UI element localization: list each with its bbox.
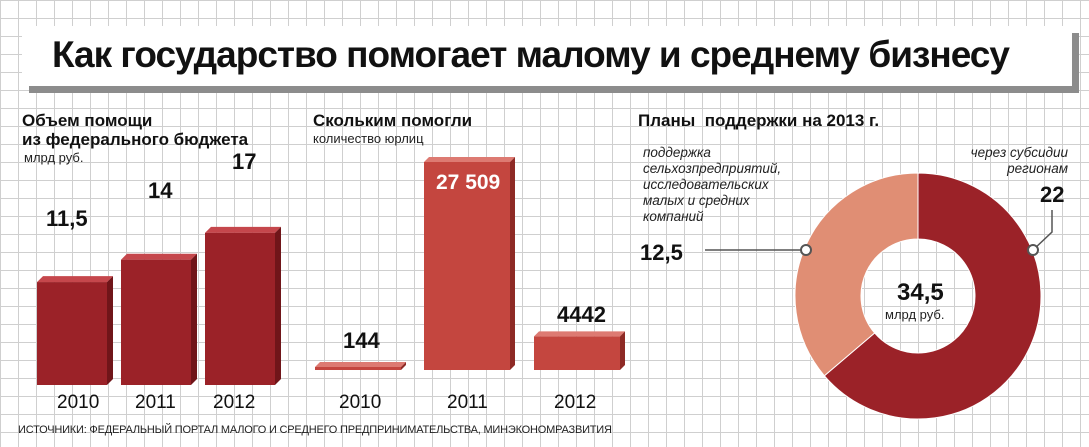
source-note: ИСТОЧНИКИ: ФЕДЕРАЛЬНЫЙ ПОРТАЛ МАЛОГО И С… [18, 424, 612, 436]
chart1-unit: млрд руб. [24, 150, 84, 165]
slice-value-light: 12,5 [640, 240, 683, 265]
leader-line [1032, 210, 1053, 251]
chart2-year-label: 2011 [447, 392, 488, 413]
chart3-title: Планы поддержки на 2013 г. [638, 111, 880, 130]
chart1-bar [205, 226, 281, 385]
slice-label-light: поддержка сельхозпредприятий, исследоват… [643, 145, 782, 224]
chart1-year-label: 2011 [135, 392, 176, 413]
chart2-value-label: 27 509 [436, 171, 501, 194]
donut-slice [794, 172, 919, 377]
chart2-unit: количество юрлиц [313, 131, 424, 146]
chart2-bar [315, 362, 406, 370]
leader-marker [1027, 244, 1039, 256]
page-title: Как государство помогает малому и средне… [52, 34, 1010, 75]
chart2-bar [534, 331, 625, 370]
slice-label-dark: через субсидии регионам [970, 145, 1068, 176]
chart1-value-label: 14 [148, 178, 173, 203]
chart1-year-label: 2012 [213, 392, 256, 413]
chart1-bar [37, 276, 113, 385]
donut-center-unit: млрд руб. [885, 307, 945, 322]
slice-value-dark: 22 [1040, 182, 1065, 207]
chart2-value-label: 144 [343, 328, 380, 353]
title-box: Как государство помогает малому и средне… [22, 26, 1072, 86]
chart1-value-label: 11,5 [46, 206, 88, 231]
chart2-bar [424, 157, 515, 370]
chart1-title: Объем помощи из федерального бюджета [22, 111, 249, 149]
chart1-value-label: 17 [232, 149, 257, 174]
chart1-bar [121, 253, 197, 385]
donut-center-value: 34,5 [897, 279, 944, 306]
chart1-year-label: 2010 [57, 392, 100, 413]
chart2-year-label: 2012 [554, 392, 597, 413]
chart2-year-label: 2010 [339, 392, 382, 413]
chart2-value-label: 4442 [557, 302, 606, 327]
chart2-title: Скольким помогли [313, 111, 473, 130]
donut-slice [823, 172, 1042, 420]
leader-marker [800, 244, 812, 256]
